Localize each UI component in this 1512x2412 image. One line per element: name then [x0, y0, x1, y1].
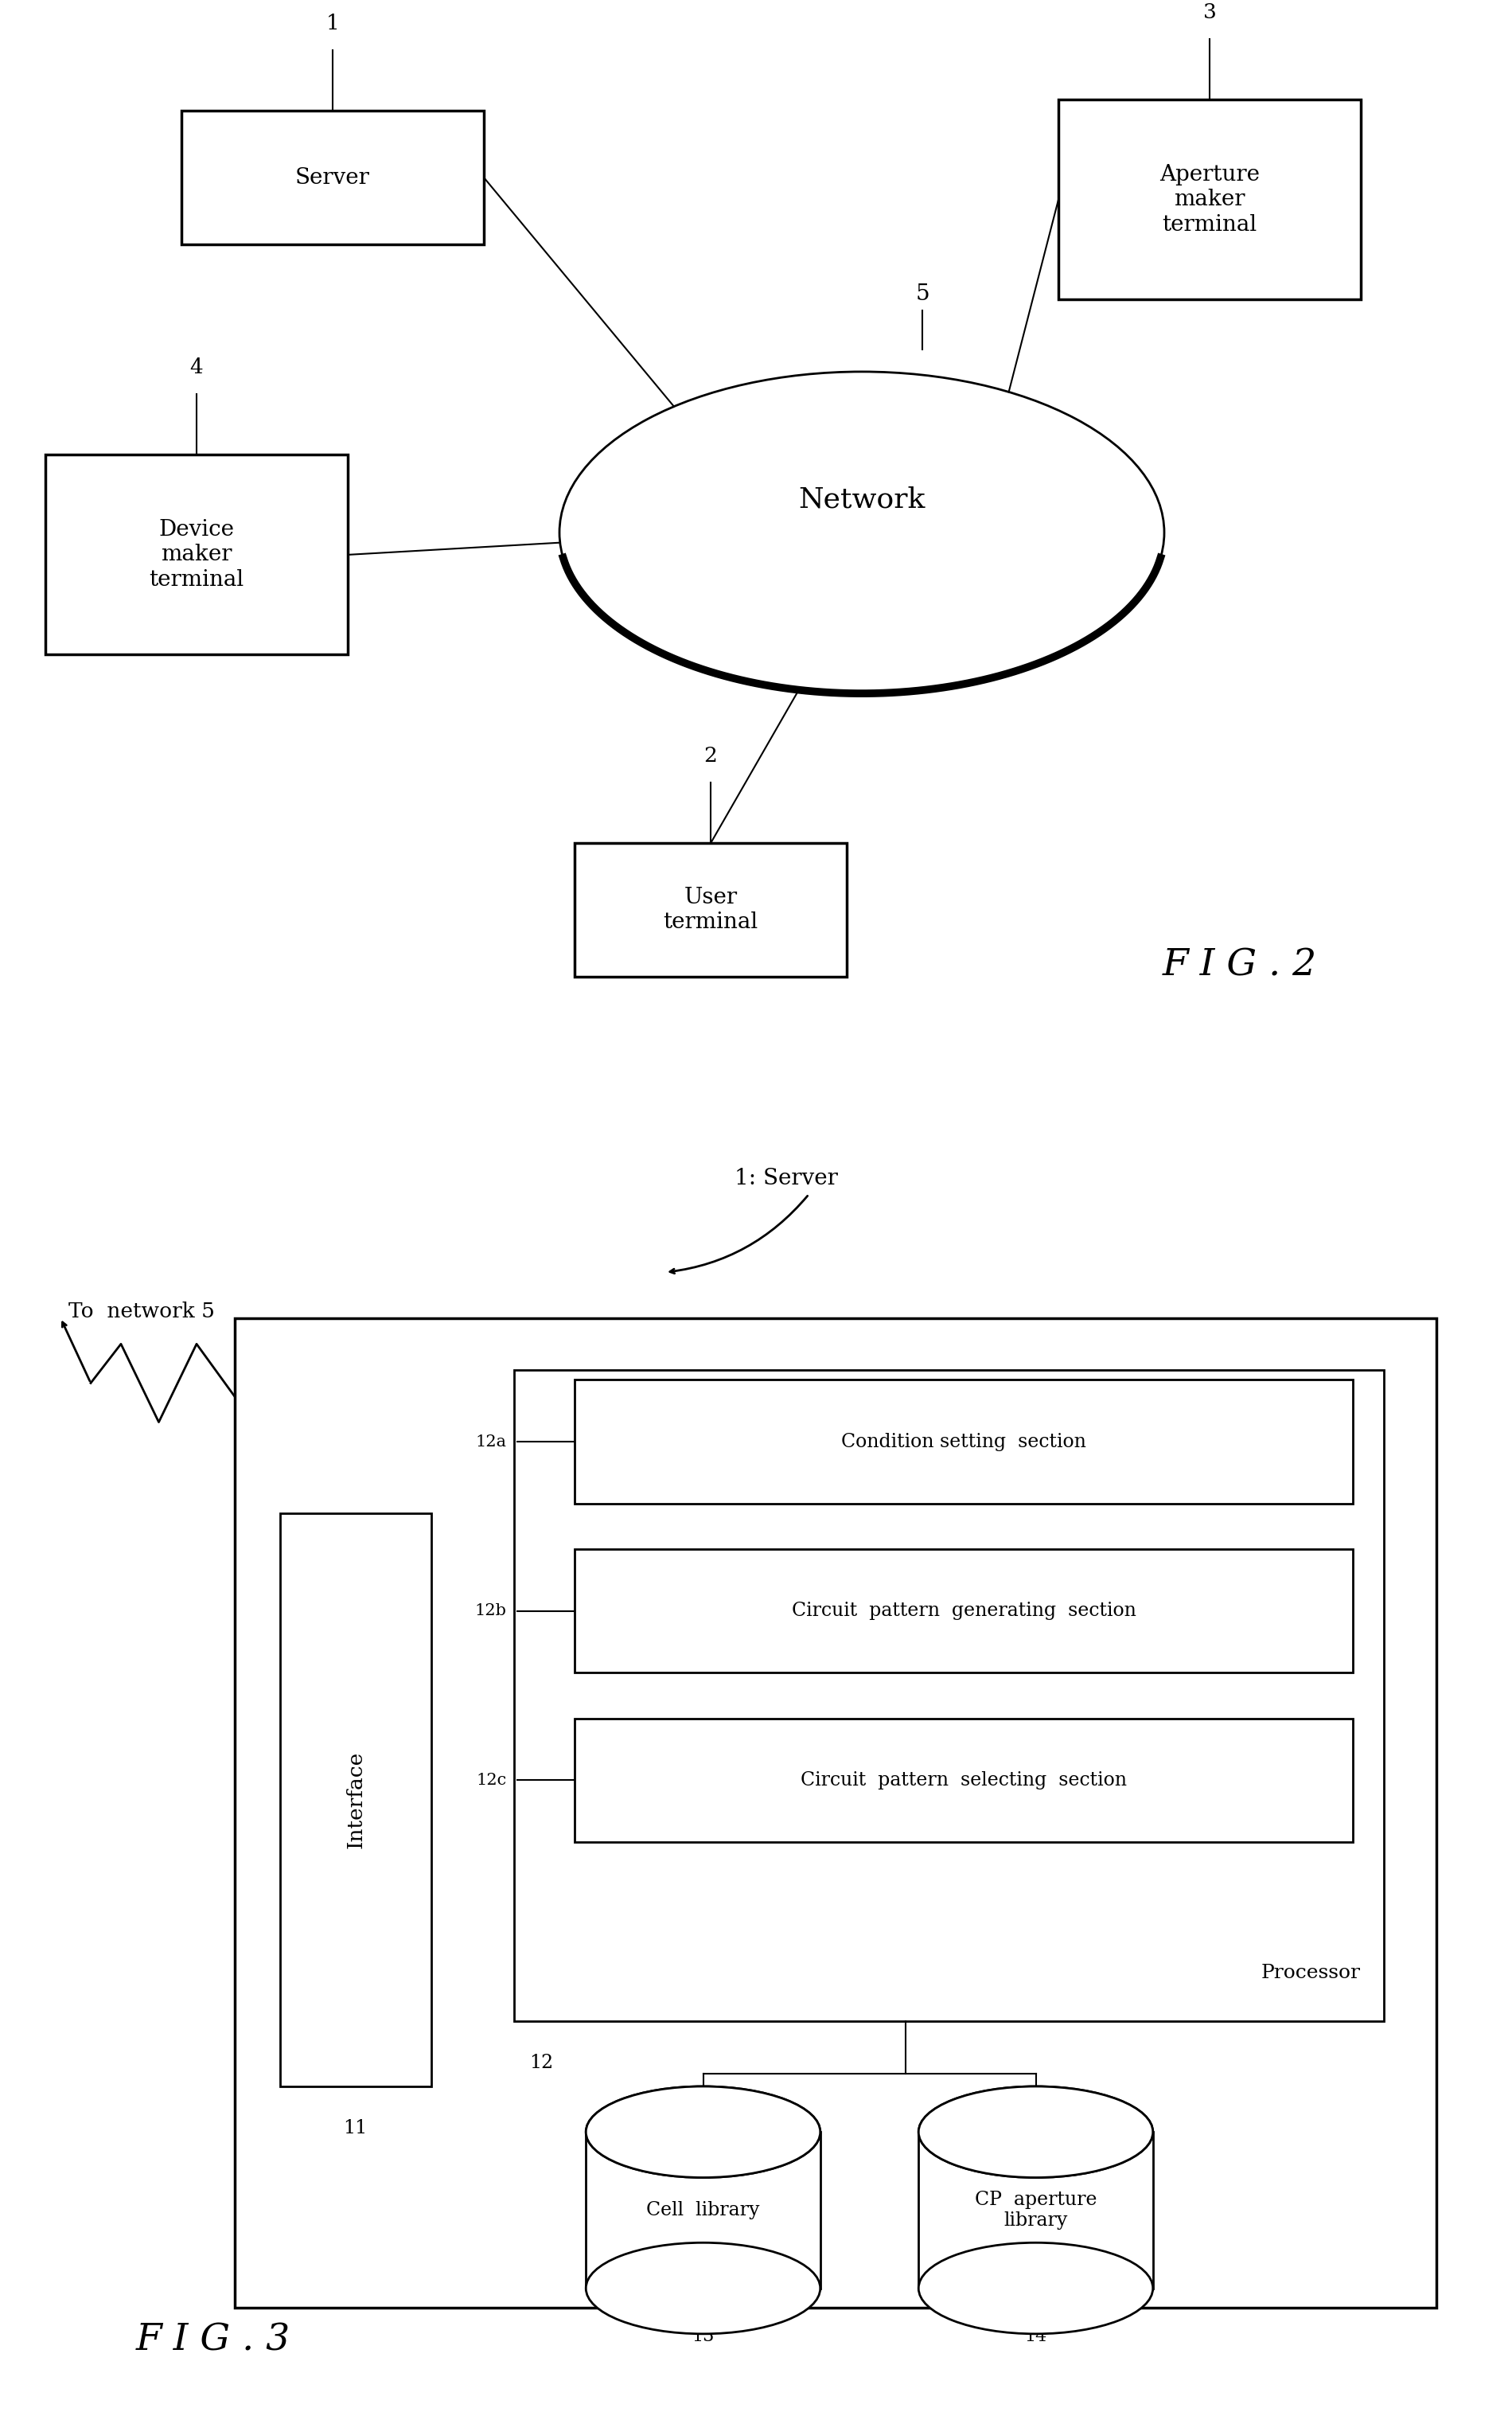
Text: Aperture
maker
terminal: Aperture maker terminal	[1160, 164, 1259, 236]
Text: F I G . 2: F I G . 2	[1163, 948, 1317, 984]
Ellipse shape	[919, 2086, 1152, 2178]
Text: 13: 13	[692, 2328, 714, 2344]
Text: 11: 11	[343, 2118, 367, 2137]
Text: 2: 2	[705, 745, 717, 765]
Text: User
terminal: User terminal	[664, 888, 758, 933]
FancyBboxPatch shape	[45, 456, 348, 654]
Ellipse shape	[587, 2086, 820, 2178]
Ellipse shape	[936, 2098, 1136, 2152]
FancyBboxPatch shape	[575, 1380, 1353, 1503]
Text: 5: 5	[915, 285, 930, 306]
Text: 1: 1	[327, 14, 339, 34]
Text: 4: 4	[191, 357, 203, 376]
Text: Network: Network	[798, 485, 925, 514]
Ellipse shape	[919, 2086, 1152, 2178]
FancyBboxPatch shape	[181, 111, 484, 244]
Ellipse shape	[919, 2243, 1152, 2335]
FancyBboxPatch shape	[919, 2132, 1154, 2289]
Ellipse shape	[603, 2098, 803, 2152]
FancyBboxPatch shape	[575, 1717, 1353, 1843]
Text: Cell  library: Cell library	[647, 2202, 759, 2219]
Text: Condition setting  section: Condition setting section	[841, 1433, 1087, 1450]
Ellipse shape	[587, 2243, 820, 2335]
Text: 1: Server: 1: Server	[735, 1167, 838, 1189]
Text: Device
maker
terminal: Device maker terminal	[150, 519, 243, 591]
Text: 12: 12	[529, 2055, 553, 2072]
Text: CP  aperture
library: CP aperture library	[975, 2190, 1096, 2229]
FancyBboxPatch shape	[575, 844, 847, 977]
Text: 12a: 12a	[475, 1435, 507, 1450]
Text: 12c: 12c	[476, 1773, 507, 1787]
Text: 14: 14	[1025, 2328, 1046, 2344]
Text: Circuit  pattern  generating  section: Circuit pattern generating section	[792, 1602, 1136, 1621]
Text: Processor: Processor	[1261, 1963, 1361, 1983]
FancyBboxPatch shape	[587, 2132, 820, 2289]
FancyBboxPatch shape	[280, 1512, 431, 2086]
FancyBboxPatch shape	[234, 1317, 1436, 2308]
Ellipse shape	[587, 2086, 820, 2178]
Text: 3: 3	[1204, 2, 1216, 22]
Text: Interface: Interface	[345, 1751, 366, 1848]
FancyBboxPatch shape	[514, 1370, 1383, 2021]
Text: Server: Server	[295, 166, 370, 188]
FancyBboxPatch shape	[1058, 99, 1361, 299]
Text: To  network 5: To network 5	[68, 1302, 215, 1322]
Text: 12b: 12b	[475, 1604, 507, 1618]
FancyBboxPatch shape	[575, 1549, 1353, 1674]
Text: Circuit  pattern  selecting  section: Circuit pattern selecting section	[801, 1770, 1126, 1790]
Text: F I G . 3: F I G . 3	[136, 2323, 290, 2359]
